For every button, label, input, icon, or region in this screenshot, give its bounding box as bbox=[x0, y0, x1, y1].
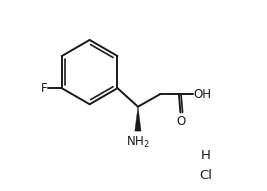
Text: H: H bbox=[201, 149, 211, 162]
Text: NH$_2$: NH$_2$ bbox=[126, 135, 150, 150]
Polygon shape bbox=[135, 107, 141, 131]
Text: OH: OH bbox=[193, 87, 211, 100]
Text: O: O bbox=[177, 115, 186, 128]
Text: F: F bbox=[41, 82, 48, 95]
Text: Cl: Cl bbox=[199, 169, 212, 182]
